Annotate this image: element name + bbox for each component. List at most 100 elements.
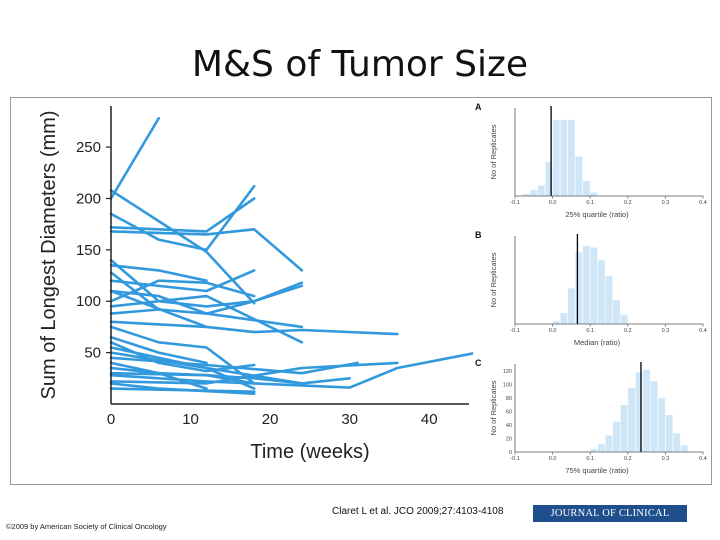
panel-x-tick-label: 0.2: [624, 328, 632, 334]
panel-x-tick-label: -0.1: [510, 328, 519, 334]
patient-series-line-3: [109, 184, 256, 252]
y-tick-label: 100: [76, 293, 101, 310]
panel-x-tick-label: 0.0: [549, 456, 557, 462]
patient-series-line-15: [109, 325, 256, 385]
histogram-bar: [642, 369, 651, 453]
histogram-bar: [619, 404, 629, 453]
patient-series-line-26: [109, 361, 399, 385]
panel-y-tick-label: 0: [509, 450, 512, 456]
histogram-bar: [529, 189, 538, 197]
x-tick-label: 30: [341, 411, 358, 428]
panel-label: C: [475, 358, 482, 368]
panel-y-tick-label: 100: [503, 382, 512, 388]
patient-series-line-13: [109, 308, 304, 329]
histogram-bar: [619, 314, 629, 325]
patient-series-line-11: [109, 279, 256, 303]
panel-label: B: [475, 230, 482, 240]
panel-y-tick-label: 60: [506, 409, 512, 415]
patient-series-line-9: [109, 269, 256, 293]
patient-series-line-4: [109, 197, 256, 233]
panel-x-axis-label: 75% quartile (ratio): [565, 466, 629, 475]
figure-panel: 50 100 150 200 250 0 10 20 30 40 Sum of Longest D…: [10, 97, 712, 485]
panel-x-tick-label: -0.1: [510, 456, 519, 462]
histogram-bar: [559, 312, 568, 325]
histogram-bar: [589, 246, 599, 325]
panel-x-tick-label: 0.1: [586, 328, 594, 334]
y-axis-label: Sum of Longest Diameters (mm): [38, 111, 60, 400]
patient-series-line-28: [109, 387, 256, 394]
citation-text: Claret L et al. JCO 2009;27:4103-4108: [332, 506, 504, 517]
histogram-bar: [574, 251, 583, 325]
panel-x-tick-label: 0.1: [586, 200, 594, 206]
panel-y-axis-label: No of Replicates: [489, 124, 498, 179]
histogram-bar: [604, 275, 614, 325]
histogram-bar: [650, 380, 659, 453]
patient-series-line-25: [109, 373, 256, 385]
histogram-bar: [567, 119, 576, 197]
y-tick-label: 150: [76, 242, 101, 259]
histogram-bar: [589, 448, 599, 453]
patient-series-line-24: [109, 352, 473, 389]
tumor-size-line-chart: 50 100 150 200 250 0 10 20 30 40 Sum of Longest D…: [38, 106, 473, 463]
panel-x-tick-label: 0.3: [662, 456, 670, 462]
panel-x-tick-label: 0.0: [549, 328, 557, 334]
panel-x-axis-label: 25% quartile (ratio): [565, 210, 629, 219]
histogram-bar: [672, 432, 681, 453]
panel-x-tick-label: 0.3: [662, 200, 670, 206]
patient-series-line-5: [109, 228, 304, 272]
patient-series-line-2: [109, 116, 160, 200]
histogram-bar: [604, 434, 614, 453]
histogram-bar: [665, 414, 674, 453]
patient-series-line-7: [109, 264, 208, 282]
y-tick-label: 50: [84, 345, 101, 362]
x-axis-label: Time (weeks): [250, 441, 369, 463]
histogram-panel-c: C -0.1 0.0 0.1 0.2 0.3 0.4 0 20 40 60 80 100 120 75% q…: [475, 358, 707, 475]
histogram-bar: [559, 119, 568, 197]
panel-x-tick-label: 0.3: [662, 328, 670, 334]
panel-y-axis-label: No of Replicates: [489, 380, 498, 435]
copyright-text: ©2009 by American Society of Clinical On…: [6, 522, 167, 531]
histogram-bar: [635, 371, 644, 453]
slide-title: M&S of Tumor Size: [191, 44, 529, 85]
x-tick-label: 40: [421, 411, 438, 428]
histogram-bar: [552, 119, 561, 197]
histogram-bar: [627, 387, 636, 453]
histogram-bar: [657, 397, 666, 453]
histogram-bar: [597, 259, 606, 325]
histogram-bar: [597, 443, 606, 453]
histogram-bar: [552, 320, 561, 325]
histogram-bar: [612, 421, 621, 453]
histogram-panel-a: A -0.1 0.0 0.1 0.2 0.3 0.4 25% quartile (ratio)…: [475, 102, 707, 219]
histogram-bar: [567, 287, 576, 325]
y-tick-label: 200: [76, 190, 101, 207]
panel-x-tick-label: 0.4: [699, 456, 707, 462]
panel-x-tick-label: 0.0: [549, 200, 557, 206]
histogram-panel-b: B -0.1 0.0 0.1 0.2 0.3 0.4 Median (ratio) No of …: [475, 230, 707, 347]
histogram-bar: [612, 299, 621, 325]
patient-series-line-17: [109, 335, 208, 365]
y-tick-label: 250: [76, 139, 101, 156]
panel-y-tick-label: 120: [503, 369, 512, 375]
panel-x-tick-label: 0.4: [699, 200, 707, 206]
panel-x-tick-label: -0.1: [510, 200, 519, 206]
histogram-bar: [574, 155, 583, 197]
x-tick-label: 20: [262, 411, 279, 428]
histogram-bar: [537, 184, 546, 197]
patient-series-line-16: [109, 289, 208, 329]
x-tick-label: 10: [182, 411, 199, 428]
panel-y-axis-label: No of Replicates: [489, 252, 498, 307]
panel-x-tick-label: 0.1: [586, 456, 594, 462]
panel-x-axis-label: Median (ratio): [574, 338, 621, 347]
patient-series-line-21: [109, 356, 359, 375]
histogram-bar: [589, 191, 599, 197]
histogram-bar: [680, 444, 689, 453]
panel-x-tick-label: 0.2: [624, 200, 632, 206]
panel-label: A: [475, 102, 482, 112]
panel-x-tick-label: 0.4: [699, 328, 707, 334]
patient-series-line-1: [109, 189, 256, 305]
panel-y-tick-label: 20: [506, 436, 512, 442]
journal-logo: JOURNAL OF CLINICAL ONCOLOGY: [533, 505, 687, 536]
panel-x-tick-label: 0.2: [624, 456, 632, 462]
x-tick-label: 0: [107, 411, 115, 428]
panel-y-tick-label: 80: [506, 396, 512, 402]
